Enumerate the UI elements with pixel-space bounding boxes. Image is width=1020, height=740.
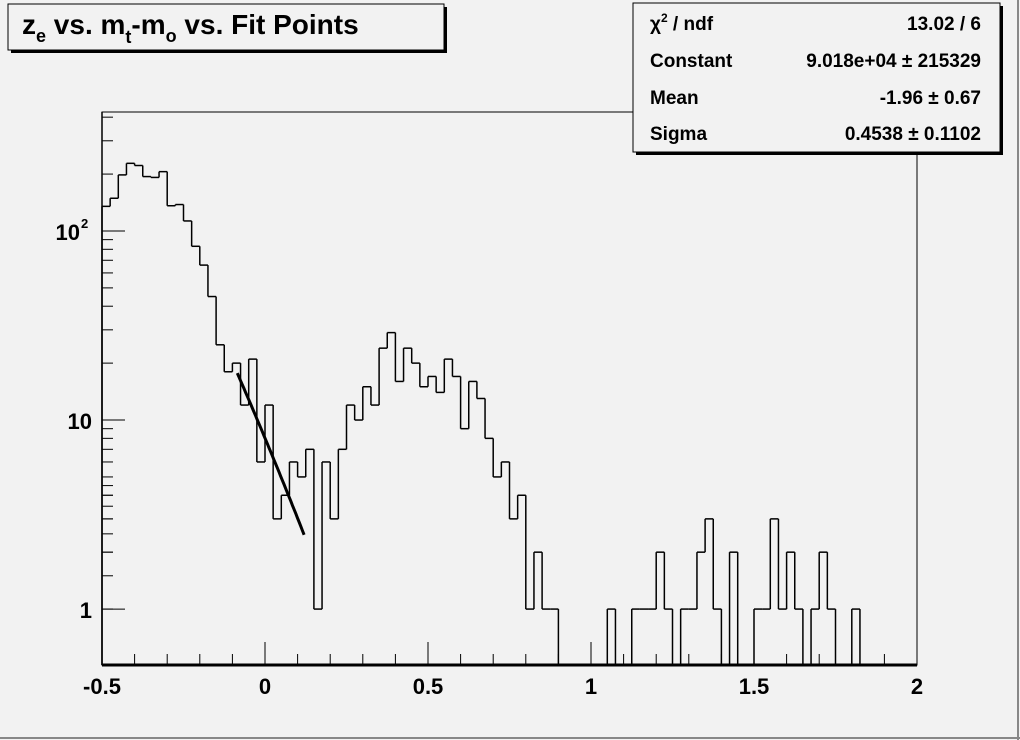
y-tick-label-1: 1 bbox=[80, 598, 92, 623]
title-box: ze vs. mt-mo vs. Fit Points bbox=[7, 3, 447, 53]
stats-label-chi2: χ2 / ndf bbox=[650, 11, 714, 35]
stats-value-sigma: 0.4538 ± 0.1102 bbox=[845, 124, 981, 145]
stats-label-mean: Mean bbox=[650, 88, 699, 109]
y-tick-label-100-exp: 2 bbox=[81, 216, 88, 231]
axis-ticks bbox=[101, 116, 918, 665]
fit-curve bbox=[235, 372, 306, 536]
stats-label-sigma: Sigma bbox=[650, 124, 707, 145]
histogram bbox=[101, 162, 861, 665]
y-tick-label-100: 10 bbox=[56, 220, 80, 245]
y-tick-labels: 1 10 10 2 bbox=[56, 216, 92, 623]
chart-title: ze vs. mt-mo vs. Fit Points bbox=[22, 9, 359, 47]
x-tick-label: 0 bbox=[259, 674, 271, 699]
stats-value-mean: -1.96 ± 0.67 bbox=[880, 88, 981, 109]
x-tick-labels: -0.5 0 0.5 1 1.5 2 bbox=[83, 674, 923, 699]
y-tick-label-10: 10 bbox=[68, 409, 92, 434]
x-tick-label: 2 bbox=[911, 674, 923, 699]
x-tick-label: 1.5 bbox=[739, 674, 770, 699]
stats-label-constant: Constant bbox=[650, 51, 733, 72]
stats-value-chi2: 13.02 / 6 bbox=[907, 14, 981, 35]
x-tick-label: 1 bbox=[585, 674, 597, 699]
stats-box: χ2 / ndf 13.02 / 6 Constant 9.018e+04 ± … bbox=[632, 2, 1003, 155]
stats-value-constant: 9.018e+04 ± 215329 bbox=[806, 51, 981, 72]
plot-frame bbox=[101, 111, 918, 666]
x-tick-label: -0.5 bbox=[83, 674, 121, 699]
x-tick-label: 0.5 bbox=[413, 674, 444, 699]
